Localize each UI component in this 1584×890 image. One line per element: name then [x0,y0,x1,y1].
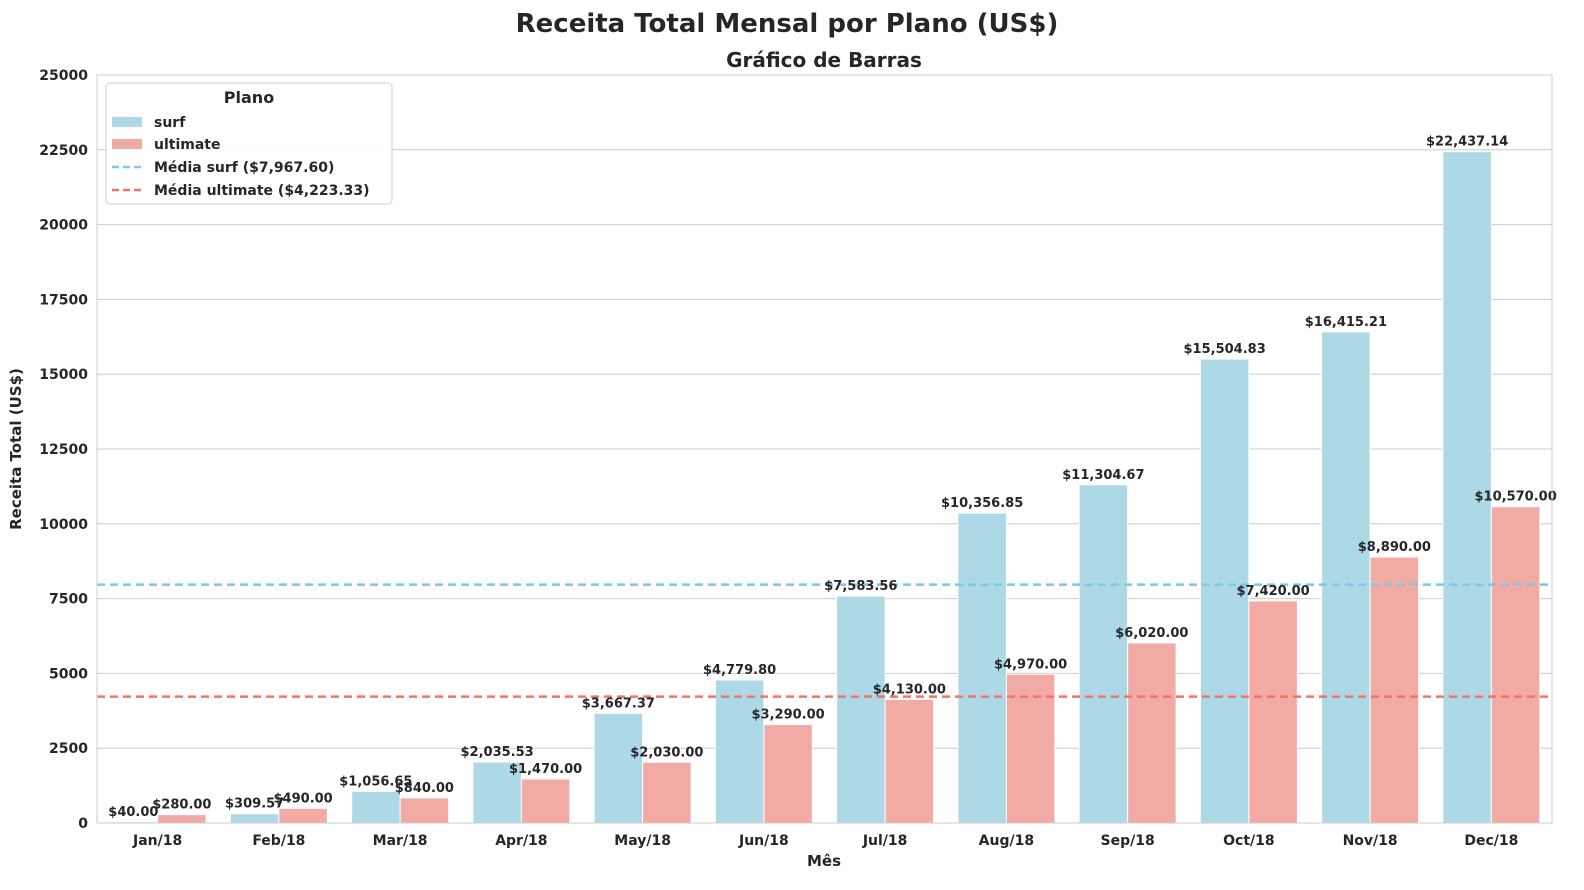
bar-surf [593,712,644,824]
data-label-surf: $16,415.21 [1305,315,1387,330]
bar-ultimate [763,724,813,824]
y-tick-label: 15000 [39,367,88,383]
data-label-ultimate: $840.00 [395,781,454,796]
data-label-surf: $2,035.53 [461,745,534,760]
legend-swatch-ultimate [112,139,142,149]
data-label-surf: $22,437.14 [1426,135,1508,150]
bar-surf [957,512,1007,824]
data-label-ultimate: $280.00 [152,798,211,813]
data-label-surf: $4,779.80 [703,663,776,678]
bar-ultimate [157,814,207,824]
y-tick-label: 2500 [49,741,88,757]
data-label-surf: $11,304.67 [1062,468,1144,483]
x-tick-label: Aug/18 [979,833,1034,849]
x-tick-label: Jan/18 [132,833,182,849]
bar-surf [351,790,401,824]
bar-ultimate [642,761,692,824]
legend-label-ultimate: ultimate [154,137,220,153]
x-tick-label: Sep/18 [1101,833,1155,849]
x-tick-label: Apr/18 [495,833,547,849]
bar-surf [1321,331,1371,824]
chart-subtitle: Gráfico de Barras [726,48,922,72]
data-label-ultimate: $2,030.00 [630,745,703,760]
data-label-ultimate: $10,570.00 [1475,490,1557,505]
bar-surf [229,813,280,824]
y-axis-label: Receita Total (US$) [7,368,25,530]
y-tick-label: 7500 [49,592,88,608]
data-label-ultimate: $490.00 [274,791,333,806]
bar-ultimate [1127,642,1177,824]
x-tick-label: Jul/18 [862,833,908,849]
legend: Plano surf ultimate Média surf ($7,967.6… [105,82,393,205]
data-label-ultimate: $1,470.00 [509,762,582,777]
bar-ultimate [884,698,935,824]
data-label-surf: $1,056.65 [339,774,412,789]
x-tick-label: Feb/18 [252,833,305,849]
y-tick-label: 17500 [39,292,88,308]
legend-swatch-surf [112,117,142,127]
bar-surf [1078,484,1129,824]
bar-ultimate [399,797,450,824]
x-tick-label: Mar/18 [373,833,428,849]
bar-surf [836,595,886,824]
data-label-surf: $10,356.85 [941,496,1023,511]
legend-title: Plano [224,88,274,107]
bar-surf [1442,151,1492,824]
bar-ultimate [1005,673,1056,824]
bar-ultimate [1369,556,1420,824]
x-axis-label: Mês [807,852,841,870]
y-tick-label: 25000 [39,68,88,84]
data-label-surf: $309.57 [225,797,284,812]
bar-surf [714,679,765,824]
y-tick-label: 0 [78,816,88,832]
plot-frame [96,74,1553,824]
x-tick-label: Nov/18 [1343,833,1398,849]
y-tick-label: 10000 [39,517,88,533]
y-tick-label: 12500 [39,442,88,458]
y-tick-label: 5000 [49,666,88,682]
bar-ultimate [1490,506,1541,824]
data-label-surf: $3,667.37 [582,696,655,711]
bar-ultimate [278,807,328,824]
legend-label-mean-ultimate: Média ultimate ($4,223.33) [154,183,370,199]
bar-ultimate [520,778,571,824]
bar-surf [472,761,522,824]
data-label-ultimate: $8,890.00 [1358,540,1431,555]
data-label-surf: $40.00 [108,805,158,820]
x-tick-label: Jun/18 [738,833,789,849]
legend-label-surf: surf [154,115,186,131]
data-label-surf: $15,504.83 [1184,342,1266,357]
legend-label-mean-surf: Média surf ($7,967.60) [154,160,334,176]
data-label-ultimate: $6,020.00 [1115,626,1188,641]
bar-surf [1199,358,1250,824]
data-label-ultimate: $3,290.00 [752,708,825,723]
x-tick-label: May/18 [614,833,671,849]
chart-title: Receita Total Mensal por Plano (US$) [516,9,1059,39]
y-tick-label: 20000 [39,218,88,234]
data-label-surf: $7,583.56 [824,579,897,594]
y-tick-label: 22500 [39,143,88,159]
data-label-ultimate: $7,420.00 [1237,584,1310,599]
bar-ultimate [1248,600,1298,824]
data-label-ultimate: $4,130.00 [873,682,946,697]
data-label-ultimate: $4,970.00 [994,657,1067,672]
x-tick-label: Dec/18 [1464,833,1518,849]
x-tick-label: Oct/18 [1223,833,1275,849]
